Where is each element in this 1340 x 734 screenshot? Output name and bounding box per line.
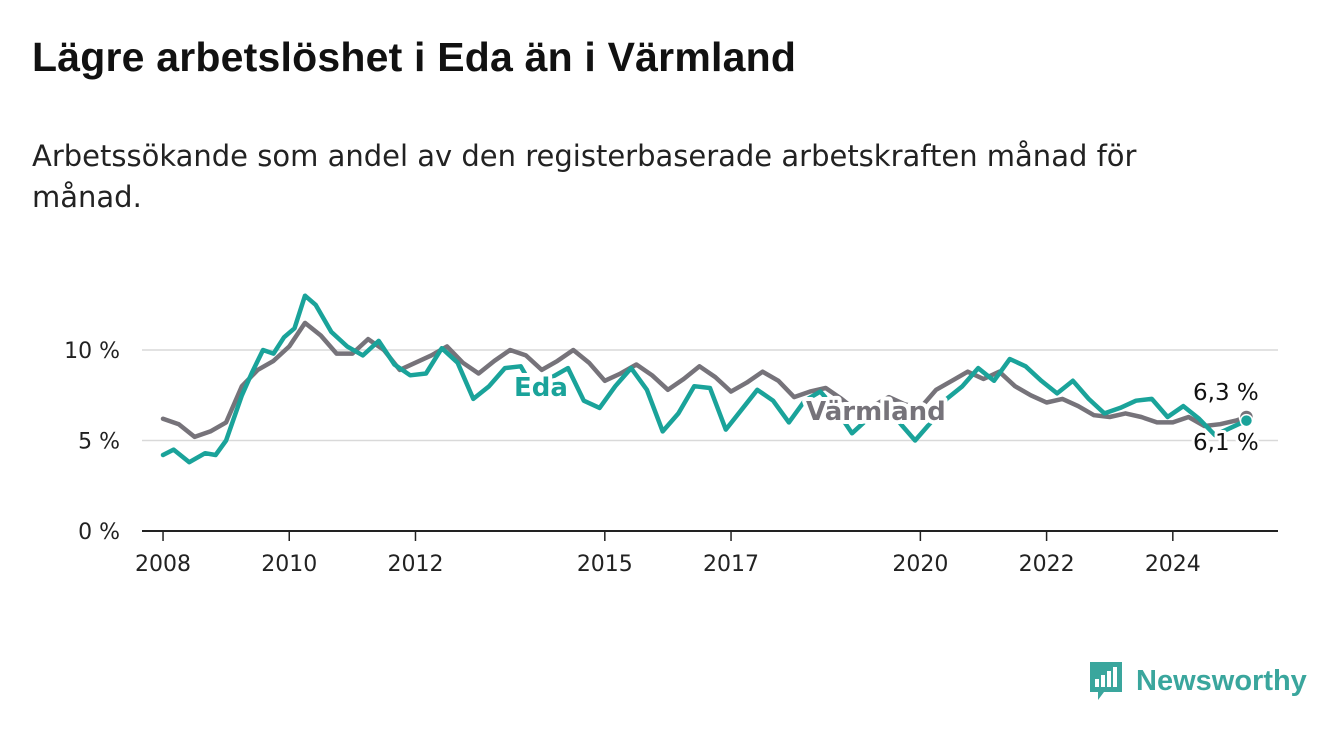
end-label-varmland-halo: 6,3 % — [1193, 380, 1259, 406]
x-tick-label: 2010 — [261, 552, 317, 577]
y-tick-label: 10 % — [64, 339, 120, 364]
endpoint-eda — [1239, 413, 1254, 428]
series-label-varmland: Värmland — [806, 397, 946, 427]
end-label-varmland: 6,3 % — [1193, 380, 1259, 406]
end-label-eda: 6,1 % — [1193, 430, 1259, 456]
x-tick-label: 2022 — [1019, 552, 1075, 577]
end-label-eda-halo: 6,1 % — [1193, 430, 1259, 456]
x-tick-label: 2020 — [892, 552, 948, 577]
x-tick-label: 2024 — [1145, 552, 1201, 577]
series-line-eda — [160, 293, 1249, 465]
series-line-varmland — [160, 320, 1249, 440]
newsworthy-brand: Newsworthy — [1088, 660, 1307, 702]
x-tick-label: 2012 — [387, 552, 443, 577]
chart-title: Lägre arbetslöshet i Eda än i Värmland — [32, 34, 797, 80]
series-label-eda: Eda — [514, 373, 568, 403]
series-label-varmland-halo: Värmland — [806, 397, 946, 427]
newsworthy-logo-icon — [1090, 662, 1122, 700]
x-tick-label: 2008 — [135, 552, 191, 577]
x-tick-label: 2017 — [703, 552, 759, 577]
chart-subtitle: Arbetssökande som andel av den registerb… — [32, 139, 1137, 214]
x-tick-label: 2015 — [577, 552, 633, 577]
series-label-eda-halo: Eda — [514, 373, 568, 403]
brand-name: Newsworthy — [1136, 664, 1307, 697]
y-tick-label: 5 % — [78, 430, 120, 455]
y-tick-label: 0 % — [78, 520, 120, 545]
